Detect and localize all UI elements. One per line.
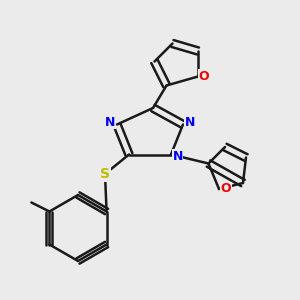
Text: N: N xyxy=(172,149,183,163)
Text: S: S xyxy=(100,167,110,181)
Text: O: O xyxy=(199,70,209,83)
Text: N: N xyxy=(105,116,116,129)
Text: N: N xyxy=(184,116,195,129)
Text: O: O xyxy=(220,182,231,196)
